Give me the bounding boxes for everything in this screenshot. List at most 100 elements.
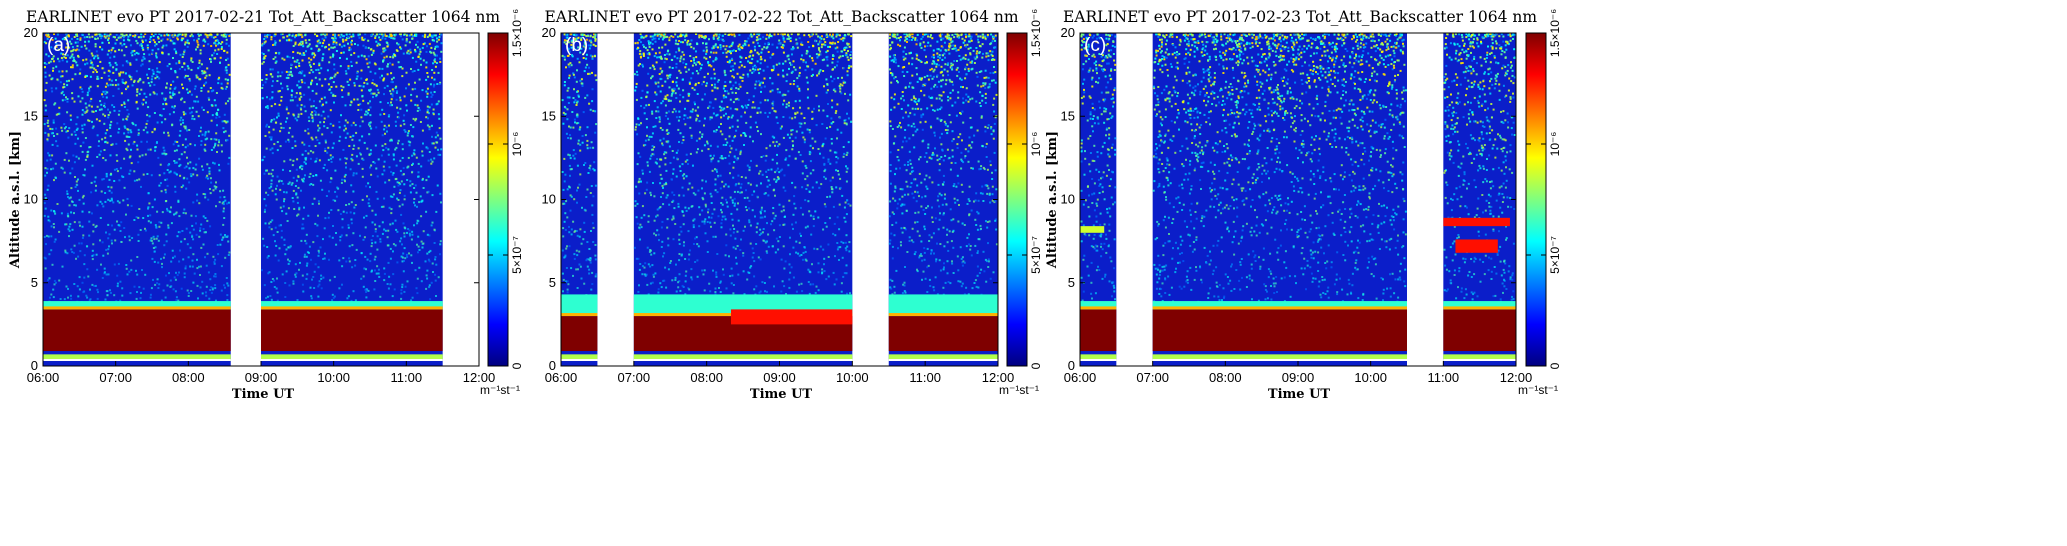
y-tick-label: 15 xyxy=(542,108,556,123)
x-tick-label: 11:00 xyxy=(1428,370,1460,385)
surface-white-line xyxy=(1152,359,1407,362)
colorbar-gradient xyxy=(487,32,509,367)
x-tick-label: 08:00 xyxy=(690,370,723,385)
x-tick-label: 09:00 xyxy=(1282,370,1315,385)
layer-edge xyxy=(261,306,443,310)
panel-label: (a) xyxy=(47,35,70,56)
y-tick-label: 0 xyxy=(1068,358,1075,373)
x-tick-label: 08:00 xyxy=(172,370,205,385)
x-tick-label: 12:00 xyxy=(1500,370,1533,385)
colorbar: 0 5×10⁻⁷ 10⁻⁶ 1.5×10⁻⁶ m⁻¹st⁻¹ xyxy=(480,9,524,397)
feature-layer-top xyxy=(43,301,231,310)
y-tick-label: 15 xyxy=(1061,108,1075,123)
layer-edge xyxy=(43,306,231,310)
feature-surface-band xyxy=(43,354,231,362)
y-tick-label: 0 xyxy=(31,358,38,373)
layer-edge xyxy=(1080,306,1117,310)
x-tick-label: 10:00 xyxy=(836,370,869,385)
colorbar-tick-label: 1.5×10⁻⁶ xyxy=(1548,9,1562,57)
x-axis-label: Time UT xyxy=(232,387,295,402)
colorbar-gradient xyxy=(1006,32,1028,367)
colorbar-tick-label: 5×10⁻⁷ xyxy=(510,236,524,274)
feature-layer-top xyxy=(1443,301,1516,310)
surface-white-line xyxy=(261,359,443,362)
feature-cirrus xyxy=(1443,217,1510,227)
x-tick-label: 07:00 xyxy=(618,370,651,385)
y-tick-label: 20 xyxy=(24,25,38,40)
colorbar-unit: m⁻¹st⁻¹ xyxy=(999,383,1039,397)
x-tick-label: 06:00 xyxy=(27,370,60,385)
colorbar-tick-label: 5×10⁻⁷ xyxy=(1548,236,1562,274)
y-tick-label: 10 xyxy=(1061,192,1075,207)
noise-speckle xyxy=(633,33,853,318)
panel-label: (b) xyxy=(565,35,588,56)
feature-aerosol-layer xyxy=(888,316,998,352)
colorbar-unit: m⁻¹st⁻¹ xyxy=(1518,383,1558,397)
feature-aerosol-layer xyxy=(1443,309,1516,352)
surface-white-line xyxy=(1080,359,1117,362)
feature-surface-band xyxy=(1080,354,1117,362)
y-axis-label: Altitude a.s.l. [km] xyxy=(8,131,23,269)
surface-white-line xyxy=(561,359,598,362)
feature-orange-patch xyxy=(730,309,853,325)
chart-panel-3: EARLINET evo PT 2017-02-23 Tot_Att_Backs… xyxy=(1045,8,1562,402)
feature-surface-band xyxy=(888,354,998,362)
colorbar-tick-label: 10⁻⁶ xyxy=(510,132,524,157)
colorbar-tick-label: 1.5×10⁻⁶ xyxy=(510,9,524,57)
data-segment-2 xyxy=(633,33,853,366)
feature-surface-band xyxy=(561,354,598,362)
feature-aerosol-layer xyxy=(1152,309,1407,352)
chart-title: EARLINET evo PT 2017-02-21 Tot_Att_Backs… xyxy=(26,8,500,26)
x-tick-label: 11:00 xyxy=(909,370,941,385)
colorbar-gradient xyxy=(1525,32,1547,367)
surface-white-line xyxy=(633,359,853,362)
y-tick-label: 10 xyxy=(24,192,38,207)
panel-label: (c) xyxy=(1084,35,1106,56)
x-axis-label: Time UT xyxy=(1268,387,1331,402)
y-tick-label: 0 xyxy=(549,358,556,373)
x-tick-label: 11:00 xyxy=(391,370,423,385)
x-axis-label: Time UT xyxy=(750,387,813,402)
feature-surface-band xyxy=(1443,354,1516,362)
y-tick-label: 10 xyxy=(542,192,556,207)
data-segment-1 xyxy=(561,33,598,366)
y-tick-label: 5 xyxy=(549,275,556,290)
y-tick-label: 5 xyxy=(1068,275,1075,290)
colorbar-tick-label: 5×10⁻⁷ xyxy=(1029,236,1043,274)
data-segment-2 xyxy=(261,33,443,366)
layer-edge xyxy=(561,313,598,317)
x-tick-label: 08:00 xyxy=(1209,370,1242,385)
colorbar: 0 5×10⁻⁷ 10⁻⁶ 1.5×10⁻⁶ m⁻¹st⁻¹ xyxy=(999,9,1043,397)
y-tick-label: 5 xyxy=(31,275,38,290)
colorbar-tick-label: 10⁻⁶ xyxy=(1029,132,1043,157)
colorbar-tick-label: 0 xyxy=(1548,362,1562,369)
x-tick-label: 09:00 xyxy=(245,370,278,385)
feature-layer-top xyxy=(888,294,998,317)
feature-cirrus xyxy=(1080,226,1105,233)
y-tick-label: 20 xyxy=(542,25,556,40)
chart-title: EARLINET evo PT 2017-02-22 Tot_Att_Backs… xyxy=(544,8,1018,26)
surface-white-line xyxy=(43,359,231,362)
surface-white-line xyxy=(1443,359,1516,362)
feature-layer-top xyxy=(1080,301,1117,310)
chart-panel-1: EARLINET evo PT 2017-02-21 Tot_Att_Backs… xyxy=(8,8,524,402)
colorbar-tick-label: 0 xyxy=(510,362,524,369)
data-segment-2 xyxy=(1152,33,1407,366)
chart-panel-2: EARLINET evo PT 2017-02-22 Tot_Att_Backs… xyxy=(542,8,1043,402)
y-tick-label: 15 xyxy=(24,108,38,123)
feature-surface-band xyxy=(633,354,853,362)
x-tick-label: 10:00 xyxy=(317,370,350,385)
colorbar-unit: m⁻¹st⁻¹ xyxy=(480,383,520,397)
x-tick-label: 06:00 xyxy=(545,370,578,385)
data-segment-1 xyxy=(43,33,231,366)
layer-edge xyxy=(888,313,998,317)
x-tick-label: 12:00 xyxy=(463,370,496,385)
layer-edge xyxy=(1152,306,1407,310)
feature-cirrus xyxy=(1455,239,1498,253)
feature-layer-top xyxy=(561,294,598,317)
feature-aerosol-layer xyxy=(1080,309,1117,352)
noise-speckle xyxy=(1080,33,1117,317)
x-tick-label: 10:00 xyxy=(1354,370,1387,385)
noise-speckle xyxy=(561,33,598,318)
